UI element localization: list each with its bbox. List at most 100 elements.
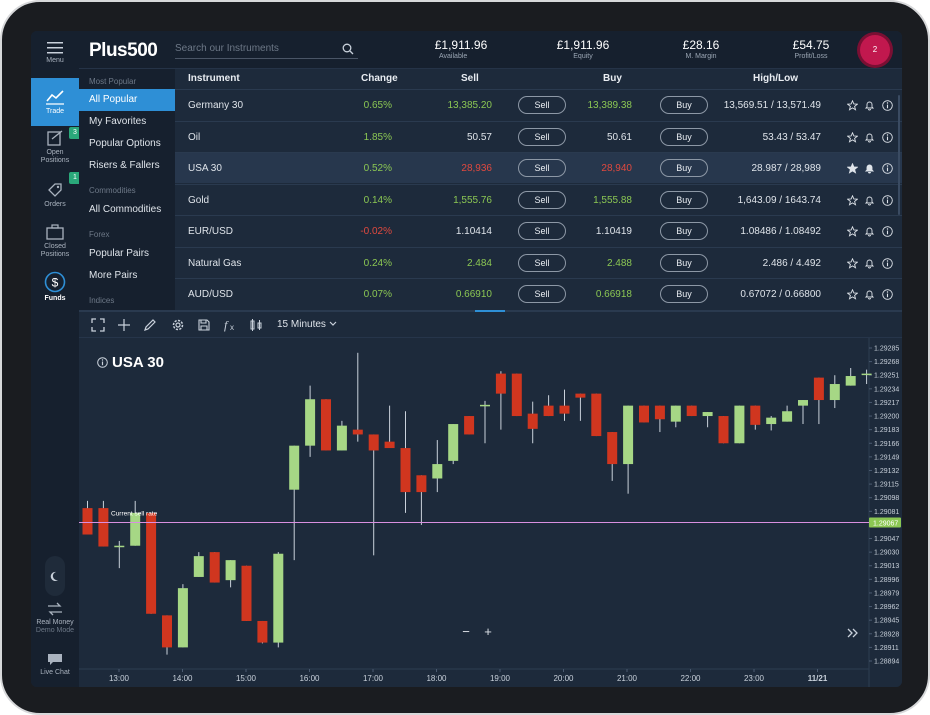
candle-body[interactable] — [289, 445, 300, 490]
buy-button[interactable]: Buy — [660, 127, 708, 146]
candle-body[interactable] — [321, 399, 331, 451]
nav-closed-positions[interactable]: Closed Positions — [31, 223, 79, 259]
star-icon[interactable] — [847, 163, 858, 174]
sell-button[interactable]: Sell — [518, 253, 566, 272]
info-icon[interactable] — [882, 226, 893, 237]
fullscreen-icon[interactable] — [91, 318, 105, 332]
sell-button[interactable]: Sell — [518, 96, 566, 114]
info-icon[interactable] — [882, 289, 893, 300]
nav-trade[interactable]: Trade — [31, 78, 79, 126]
category-risers-fallers[interactable]: Risers & Fallers — [89, 160, 160, 171]
bell-icon[interactable] — [864, 132, 875, 143]
candle-body[interactable] — [591, 393, 602, 437]
candle-body[interactable] — [82, 508, 93, 535]
candle-body[interactable] — [607, 432, 618, 465]
pencil-icon[interactable] — [143, 318, 157, 332]
table-row[interactable]: Gold 0.14% 1,555.76 Sell 1,555.88 Buy 1,643.09… — [175, 183, 902, 215]
sell-button[interactable]: Sell — [518, 127, 566, 146]
candle-body[interactable] — [336, 425, 347, 451]
candle-body[interactable] — [718, 416, 729, 444]
candle-body[interactable] — [209, 552, 220, 583]
nav-open-positions[interactable]: Open Positions — [31, 129, 79, 165]
live-chat-button[interactable]: Live Chat — [31, 653, 79, 677]
candle-body[interactable] — [813, 377, 824, 401]
category-popular-pairs[interactable]: Popular Pairs — [89, 248, 150, 259]
candlestick-chart[interactable]: 1.29285 1.29268 1.29251 1.29234 1.29217 1.292… — [79, 338, 902, 687]
table-row[interactable]: Natural Gas 0.24% 2.484 Sell 2.488 Buy 2.486 /… — [175, 246, 902, 278]
zoom-in-button[interactable]: + — [484, 624, 492, 639]
candle-body[interactable] — [114, 545, 125, 548]
search-input[interactable]: Search our Instruments — [175, 39, 358, 59]
candle-body[interactable] — [559, 405, 570, 414]
candle-body[interactable] — [480, 404, 490, 407]
info-icon[interactable] — [882, 194, 893, 206]
info-icon[interactable] — [882, 131, 893, 143]
candle-body[interactable] — [686, 405, 697, 417]
mode-switch[interactable]: Real Money Demo Mode — [31, 601, 79, 635]
star-icon[interactable] — [847, 226, 858, 237]
bell-icon[interactable] — [864, 258, 875, 269]
bell-icon[interactable] — [864, 163, 875, 174]
info-icon[interactable] — [97, 357, 108, 368]
candle-body[interactable] — [273, 553, 284, 643]
buy-button[interactable]: Buy — [660, 253, 708, 272]
menu-button[interactable]: Menu — [31, 41, 79, 65]
candle-body[interactable] — [352, 429, 363, 435]
sell-button[interactable]: Sell — [518, 285, 566, 303]
candle-body[interactable] — [511, 373, 522, 417]
sell-button[interactable]: Sell — [518, 190, 566, 209]
candle-body[interactable] — [750, 405, 761, 425]
buy-button[interactable]: Buy — [660, 96, 708, 114]
candle-body[interactable] — [448, 424, 459, 461]
candle-body[interactable] — [845, 376, 856, 386]
star-icon[interactable] — [847, 131, 858, 143]
candle-body[interactable] — [241, 565, 252, 621]
info-icon[interactable] — [882, 100, 893, 111]
candle-body[interactable] — [782, 411, 793, 422]
candle-body[interactable] — [829, 384, 840, 401]
candle-body[interactable] — [575, 393, 586, 398]
buy-button[interactable]: Buy — [660, 190, 708, 209]
buy-button[interactable]: Buy — [660, 285, 708, 303]
category-more-pairs[interactable]: More Pairs — [89, 270, 138, 281]
info-icon[interactable] — [882, 163, 893, 174]
star-icon[interactable] — [847, 194, 858, 206]
category-all-commodities[interactable]: All Commodities — [89, 204, 162, 215]
candle-body[interactable] — [98, 508, 109, 547]
candle-body[interactable] — [416, 475, 427, 493]
candle-body[interactable] — [654, 405, 665, 420]
candle-body[interactable] — [130, 512, 141, 546]
bell-icon[interactable] — [864, 195, 875, 206]
buy-button[interactable]: Buy — [660, 222, 708, 240]
nav-funds[interactable]: $ Funds — [31, 271, 79, 303]
nav-orders[interactable]: Orders — [31, 181, 79, 209]
candle-body[interactable] — [670, 405, 681, 422]
candle-body[interactable] — [639, 405, 649, 423]
table-row[interactable]: USA 30 0.52% 28,936 Sell 28,940 Buy 28.987 / 2… — [175, 152, 902, 183]
candle-body[interactable] — [527, 413, 538, 429]
settings-icon[interactable] — [171, 318, 185, 332]
category-my-favorites[interactable]: My Favorites — [89, 116, 147, 127]
candle-body[interactable] — [464, 416, 475, 435]
candle-body[interactable] — [384, 441, 395, 449]
bell-icon[interactable] — [864, 226, 875, 237]
candle-body[interactable] — [162, 615, 172, 648]
buy-button[interactable]: Buy — [660, 159, 708, 177]
candle-body[interactable] — [177, 588, 188, 648]
candle-body[interactable] — [432, 464, 443, 479]
candle-body[interactable] — [146, 512, 157, 614]
candle-body[interactable] — [305, 399, 316, 446]
category-popular-options[interactable]: Popular Options — [89, 138, 161, 149]
candle-body[interactable] — [368, 434, 379, 451]
table-row[interactable]: EUR/USD -0.02% 1.10414 Sell 1.10419 Buy 1.0848… — [175, 215, 902, 246]
crosshair-icon[interactable] — [117, 318, 131, 332]
zoom-out-button[interactable]: − — [462, 624, 470, 639]
info-icon[interactable] — [882, 257, 893, 269]
interval-selector[interactable]: 15 Minutes — [277, 319, 337, 330]
candle-body[interactable] — [225, 560, 236, 581]
sell-button[interactable]: Sell — [518, 159, 566, 177]
candle-body[interactable] — [495, 373, 506, 394]
table-row[interactable]: Oil 1.85% 50.57 Sell 50.61 Buy 53.43 / 53.47 — [175, 120, 902, 152]
bell-icon[interactable] — [864, 100, 875, 111]
